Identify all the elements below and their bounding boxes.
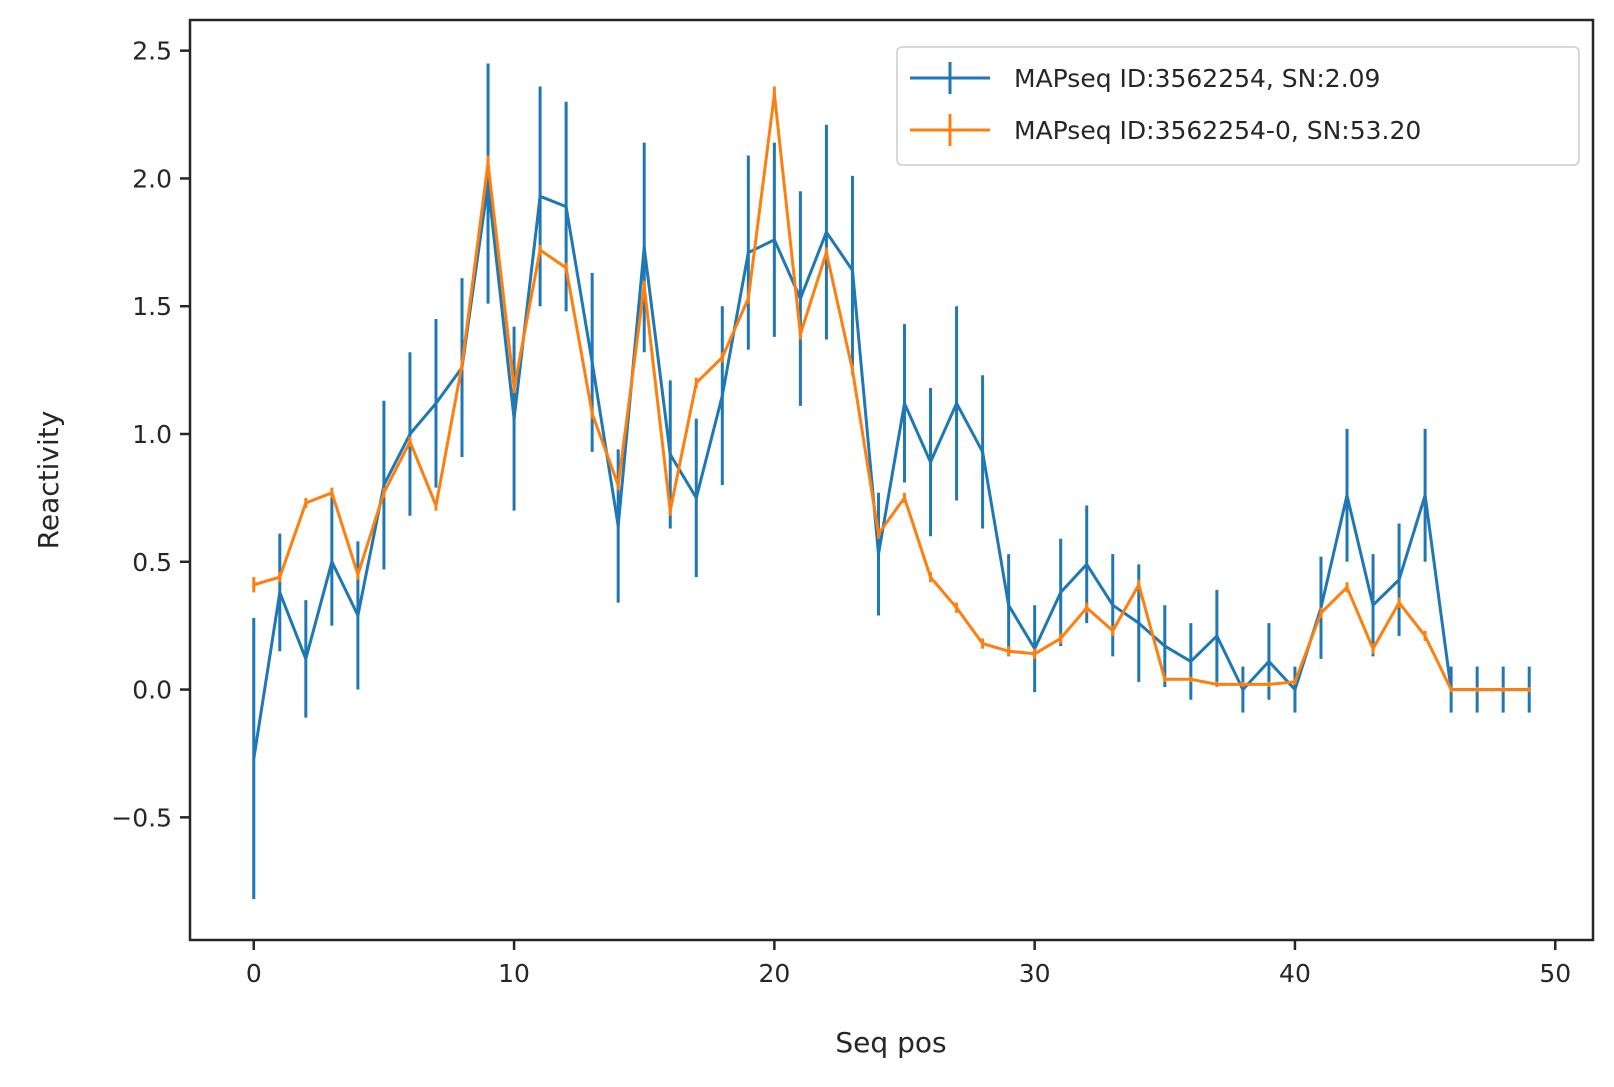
y-axis: −0.5 0.0 0.5 1.0 1.5 2.0 2.5 [111,37,190,832]
x-tick-label: 40 [1279,959,1311,988]
series-2-line [253,92,1530,692]
x-tick-label: 20 [758,959,790,988]
plot-frame [188,18,1595,942]
legend-label-1: MAPseq ID:3562254, SN:2.09 [1014,64,1380,93]
y-tick-label: −0.5 [111,803,172,832]
legend: MAPseq ID:3562254, SN:2.09 MAPseq ID:356… [896,46,1580,166]
x-tick-label: 10 [498,959,530,988]
x-axis-label: Seq pos [835,1026,946,1059]
x-axis: 0 10 20 30 40 50 [246,940,1571,988]
legend-box [896,46,1580,166]
series-2 [252,86,1531,693]
y-tick-label: 2.5 [132,37,172,66]
y-tick-label: 1.0 [132,420,172,449]
y-tick-label: 0.0 [132,676,172,705]
x-tick-label: 30 [1019,959,1051,988]
y-tick-label: 2.0 [132,164,172,193]
x-tick-label: 0 [246,959,262,988]
x-tick-label: 50 [1539,959,1571,988]
y-tick-label: 0.5 [132,548,172,577]
legend-label-2: MAPseq ID:3562254-0, SN:53.20 [1014,116,1421,145]
y-tick-label: 1.5 [132,292,172,321]
plot-series [252,63,1531,900]
y-axis-label: Reactivity [32,411,65,550]
